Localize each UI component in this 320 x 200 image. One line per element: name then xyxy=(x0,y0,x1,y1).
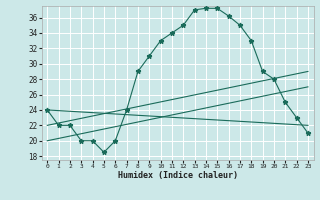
X-axis label: Humidex (Indice chaleur): Humidex (Indice chaleur) xyxy=(118,171,237,180)
